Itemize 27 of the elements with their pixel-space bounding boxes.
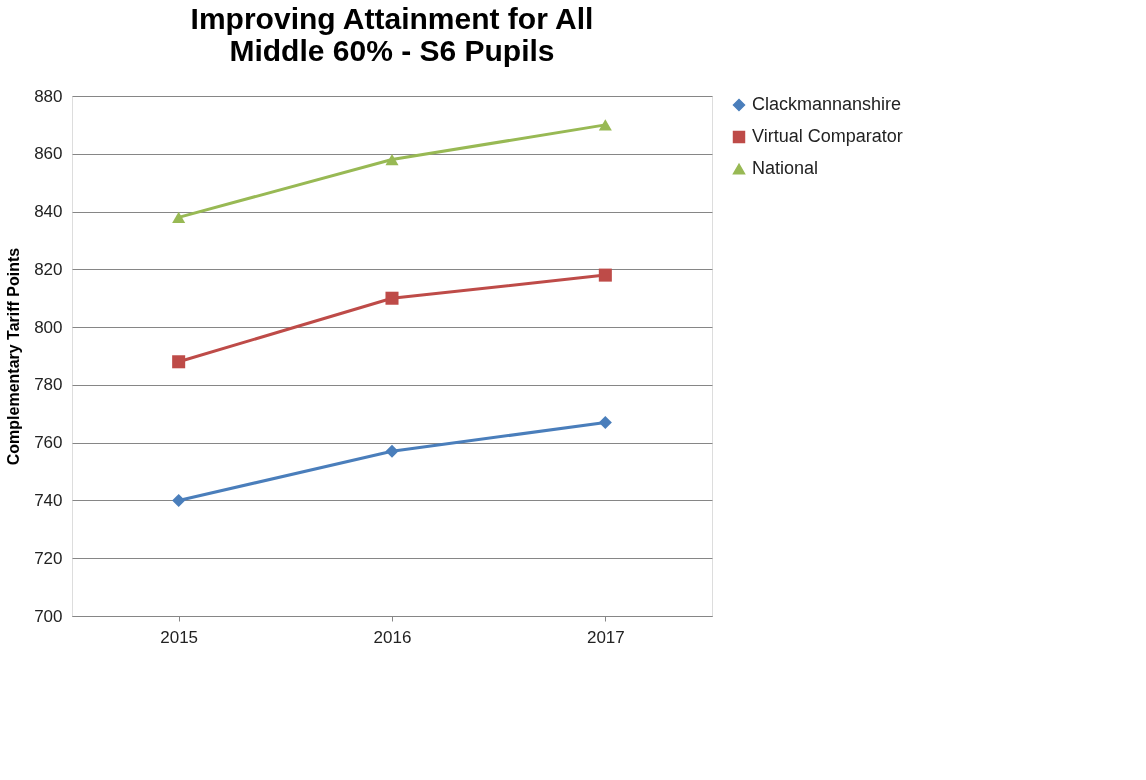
x-tick-label: 2017 — [586, 627, 625, 647]
legend-label: Virtual Comparator — [752, 126, 903, 146]
point — [598, 415, 612, 429]
y-tick-label: 760 — [34, 433, 63, 453]
point — [598, 119, 612, 131]
point — [172, 493, 186, 507]
point — [385, 444, 399, 458]
y-tick-label: 780 — [34, 375, 63, 395]
point — [172, 211, 186, 223]
y-tick-label: 840 — [34, 202, 63, 222]
legend-label: Clackmannanshire — [752, 94, 902, 114]
y-tick-label: 860 — [34, 144, 63, 164]
legend-label: National — [752, 158, 819, 178]
chart-title: Improving Attainment for All Middle 60% - S6 Pupils — [190, 2, 594, 67]
y-tick-label: 800 — [34, 317, 63, 337]
y-tick-label: 700 — [34, 606, 63, 626]
y-axis-title: Complementary Tariff Points — [5, 247, 23, 466]
y-tick-label: 880 — [34, 86, 63, 106]
y-tick-label: 720 — [34, 548, 63, 568]
point — [598, 268, 612, 282]
y-tick-label: 740 — [34, 490, 63, 510]
x-tick-label: 2015 — [160, 627, 199, 647]
point — [172, 355, 186, 369]
y-tick-label: 820 — [34, 259, 63, 279]
x-tick-label: 2016 — [373, 627, 412, 647]
point — [385, 153, 399, 166]
point — [385, 291, 399, 305]
